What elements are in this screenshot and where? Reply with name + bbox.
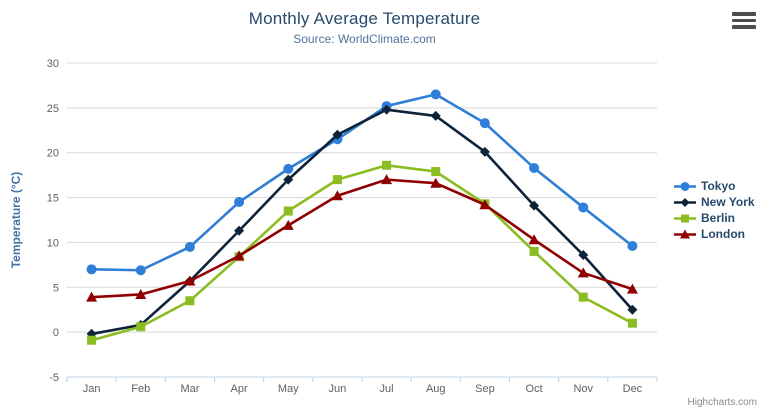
data-point-tokyo-nov [578, 202, 589, 213]
data-point-new-york-jul [381, 104, 392, 115]
data-point-new-york-dec [627, 304, 638, 315]
data-point-new-york-nov [578, 249, 589, 260]
legend-label: Tokyo [701, 179, 736, 193]
x-axis-label: Feb [131, 383, 150, 395]
data-point-berlin-jun [332, 175, 342, 185]
y-axis-label: 20 [47, 148, 59, 160]
x-axis-label: Apr [231, 383, 248, 395]
series-tokyo [86, 89, 638, 276]
y-axis-label: -5 [49, 372, 59, 384]
x-axis-label: May [278, 383, 299, 395]
data-point-new-york-oct [529, 200, 540, 211]
data-point-london-may [282, 219, 294, 230]
legend-label: New York [701, 195, 755, 209]
x-axis-label: Oct [526, 383, 543, 395]
legend-item-berlin[interactable]: Berlin [674, 210, 755, 226]
data-point-new-york-aug [430, 110, 441, 121]
context-menu-button[interactable] [731, 12, 757, 32]
series-new-york [86, 104, 638, 339]
x-axis-label: Aug [426, 383, 446, 395]
data-point-new-york-jun [332, 129, 343, 140]
legend-label: London [701, 227, 745, 241]
data-point-berlin-jul [382, 160, 392, 170]
hamburger-icon [732, 12, 756, 32]
legend-item-london[interactable]: London [674, 226, 755, 242]
data-point-london-oct [528, 234, 540, 245]
data-point-tokyo-jan [86, 264, 97, 275]
x-axis-label: Nov [573, 383, 593, 395]
y-axis-label: 25 [47, 103, 59, 115]
data-point-berlin-nov [578, 292, 588, 302]
data-point-tokyo-apr [234, 197, 245, 208]
data-point-berlin-may [283, 206, 293, 216]
data-point-tokyo-aug [430, 89, 441, 100]
legend-item-tokyo[interactable]: Tokyo [674, 178, 755, 194]
data-point-london-jul [381, 174, 393, 185]
data-point-london-aug [430, 177, 442, 188]
chart-title: Monthly Average Temperature [248, 9, 481, 28]
data-point-tokyo-dec [627, 241, 638, 252]
data-point-london-jun [331, 190, 343, 201]
y-axis-title: Temperature (°C) [9, 171, 23, 269]
data-point-new-york-apr [234, 225, 245, 236]
x-axis-label: Mar [180, 383, 199, 395]
data-point-new-york-sep [479, 146, 490, 157]
data-point-berlin-feb [136, 322, 146, 332]
x-axis-label: Sep [475, 383, 495, 395]
data-point-berlin-jan [87, 335, 97, 345]
y-axis-label: 15 [47, 193, 59, 205]
legend-marker-triangle-icon [674, 229, 696, 238]
data-point-london-jan [86, 291, 98, 302]
data-point-tokyo-may [283, 163, 294, 174]
y-axis-label: 30 [47, 58, 59, 70]
y-axis-label: 5 [53, 282, 59, 294]
series-london [86, 174, 638, 302]
chart-subtitle: Source: WorldClimate.com [293, 32, 436, 46]
data-point-berlin-aug [431, 167, 441, 177]
data-point-london-dec [626, 283, 638, 294]
data-point-tokyo-sep [479, 118, 490, 129]
data-point-new-york-may [283, 174, 294, 185]
legend-marker-diamond-icon [674, 197, 696, 207]
data-point-london-mar [184, 275, 196, 286]
x-axis-label: Jan [83, 383, 101, 395]
data-point-tokyo-oct [529, 162, 540, 173]
data-point-london-feb [135, 288, 147, 299]
data-point-tokyo-feb [135, 265, 146, 276]
legend-item-new-york[interactable]: New York [674, 194, 755, 210]
y-axis-label: 0 [53, 327, 59, 339]
data-point-berlin-dec [627, 318, 637, 328]
legend-label: Berlin [701, 211, 736, 225]
legend: Tokyo New York Berlin London [674, 178, 755, 242]
data-point-tokyo-mar [184, 241, 195, 252]
y-axis-label: 10 [47, 237, 59, 249]
legend-marker-square-icon [674, 214, 696, 222]
data-point-berlin-oct [529, 246, 539, 256]
data-point-london-sep [479, 199, 491, 210]
x-axis-label: Jun [329, 383, 347, 395]
data-point-berlin-mar [185, 296, 195, 306]
legend-marker-circle-icon [674, 181, 696, 191]
data-point-london-apr [233, 250, 245, 261]
x-axis-label: Jul [380, 383, 394, 395]
credits-link[interactable]: Highcharts.com [687, 397, 757, 408]
x-axis-label: Dec [623, 383, 643, 395]
data-point-london-nov [577, 267, 589, 278]
